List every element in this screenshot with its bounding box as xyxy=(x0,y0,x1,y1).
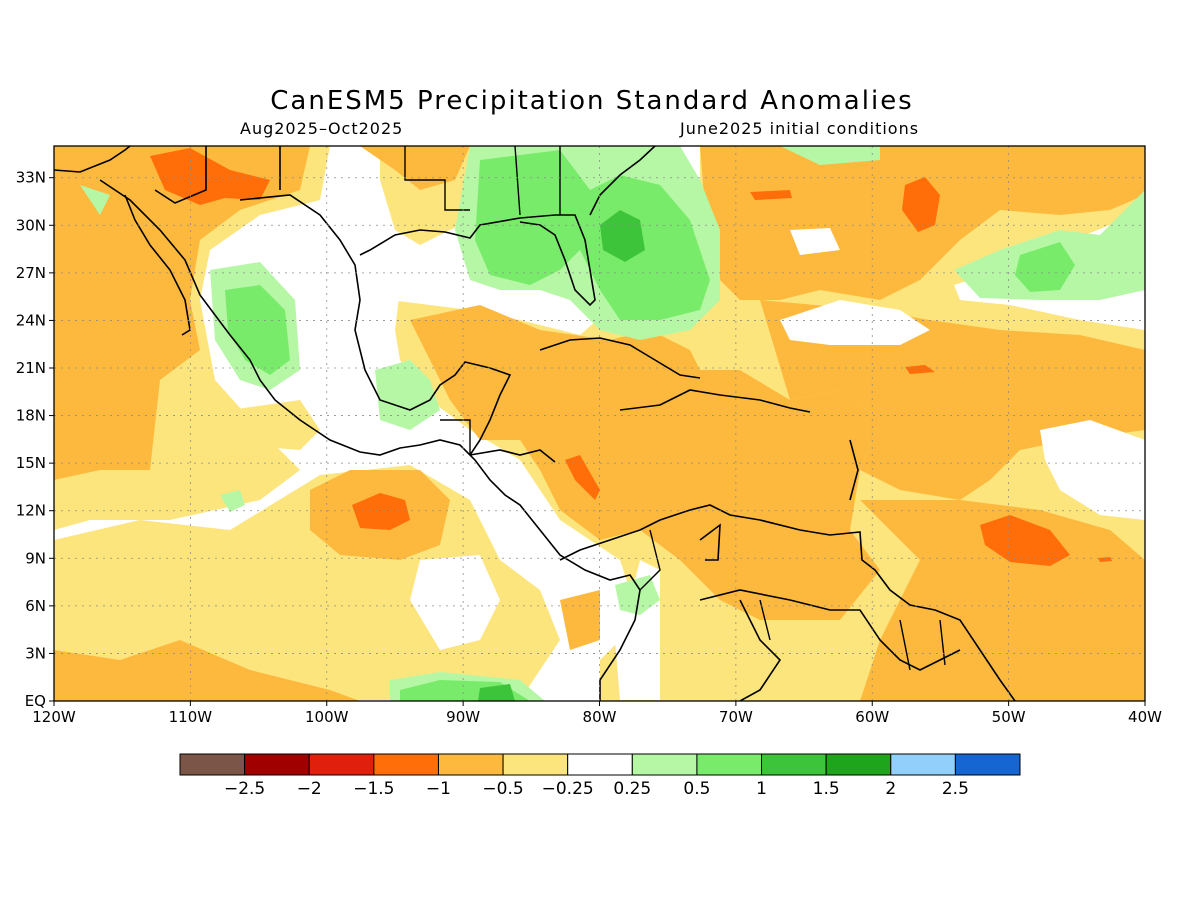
y-tick-label: 3N xyxy=(25,644,46,662)
y-tick-label: EQ xyxy=(25,692,46,710)
y-tick-label: 15N xyxy=(16,454,46,472)
latitude-axis: EQ 3N 6N 9N 12N 15N 18N 21N 24N 27N 30N 33N xyxy=(16,169,54,710)
colorbar-swatch xyxy=(437,753,504,776)
y-tick-label: 24N xyxy=(16,311,46,329)
x-tick-label: 50W xyxy=(992,708,1026,726)
colorbar-swatch xyxy=(954,753,1021,776)
init-conditions-label: June2025 initial conditions xyxy=(680,119,920,138)
colorbar-swatch xyxy=(631,753,698,776)
x-tick-label: 120W xyxy=(32,708,76,726)
colorbar-swatch xyxy=(502,753,569,776)
longitude-axis: 120W 110W 100W 90W 80W 70W 60W 50W 40W xyxy=(32,701,1162,726)
colorbar-label: 0.25 xyxy=(613,779,651,799)
y-tick-label: 12N xyxy=(16,502,46,520)
colorbar-swatch xyxy=(761,753,827,776)
colorbar-label: −1.5 xyxy=(353,779,394,799)
colorbar-swatch xyxy=(567,753,633,776)
y-tick-label: 9N xyxy=(25,549,46,567)
colorbar-label: 2 xyxy=(885,779,896,799)
colorbar-swatch xyxy=(890,753,956,776)
y-tick-label: 30N xyxy=(16,216,46,234)
x-tick-label: 40W xyxy=(1128,708,1162,726)
anomaly-strong-wet-areas xyxy=(478,210,645,701)
borders xyxy=(404,146,946,671)
x-tick-label: 90W xyxy=(446,708,480,726)
colorbar-swatch xyxy=(373,753,439,776)
gridlines xyxy=(54,146,1145,701)
colorbar-swatch xyxy=(696,753,763,776)
colorbar-swatch xyxy=(825,753,892,776)
colorbar-label: 0.5 xyxy=(683,779,710,799)
colorbar-label: 1.5 xyxy=(813,779,840,799)
y-tick-label: 21N xyxy=(16,359,46,377)
map-title: CanESM5 Precipitation Standard Anomalies xyxy=(270,86,914,116)
colorbar: −2.5 −2 −1.5 −1 −0.5 −0.25 0.25 0.5 1 1.5 2 2.5 xyxy=(179,753,1021,799)
anomaly-strong-dry-areas xyxy=(150,148,1112,566)
y-tick-label: 6N xyxy=(25,597,46,615)
colorbar-label: −0.5 xyxy=(482,779,523,799)
y-tick-label: 27N xyxy=(16,264,46,282)
coastlines xyxy=(54,146,1016,701)
x-tick-label: 100W xyxy=(305,708,349,726)
x-tick-label: 60W xyxy=(855,708,889,726)
colorbar-label: −0.25 xyxy=(542,779,594,799)
colorbar-label: 1 xyxy=(756,779,767,799)
x-tick-label: 70W xyxy=(719,708,753,726)
x-tick-label: 80W xyxy=(583,708,617,726)
period-label: Aug2025–Oct2025 xyxy=(240,119,404,138)
colorbar-label: 2.5 xyxy=(942,779,969,799)
x-tick-label: 110W xyxy=(169,708,213,726)
colorbar-label: −2 xyxy=(297,779,322,799)
y-tick-label: 33N xyxy=(16,169,46,187)
colorbar-label: −2.5 xyxy=(224,779,265,799)
colorbar-label: −1 xyxy=(426,779,451,799)
anomaly-field xyxy=(54,146,1145,701)
colorbar-swatch xyxy=(244,753,310,776)
y-tick-label: 18N xyxy=(16,407,46,425)
colorbar-swatch xyxy=(308,753,375,776)
colorbar-swatch xyxy=(179,753,246,776)
